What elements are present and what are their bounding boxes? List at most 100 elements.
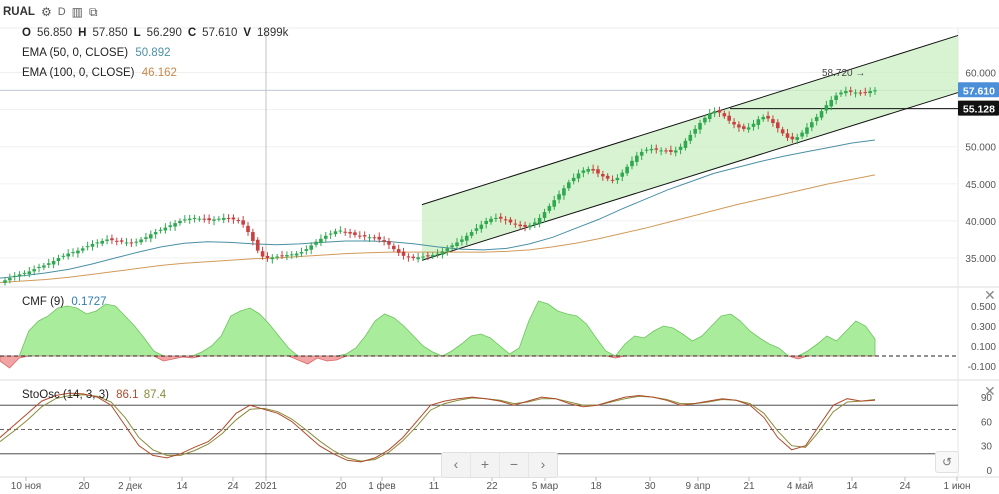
candle[interactable] <box>445 248 450 252</box>
candle[interactable] <box>810 122 814 128</box>
candle[interactable] <box>639 151 644 156</box>
candle[interactable] <box>737 124 741 128</box>
candle[interactable] <box>12 275 17 277</box>
candle[interactable] <box>552 200 557 207</box>
candle[interactable] <box>771 119 775 123</box>
interval-label[interactable]: D <box>57 6 66 18</box>
scroll-right-button[interactable]: › <box>540 456 546 472</box>
candle[interactable] <box>217 218 221 220</box>
candle[interactable] <box>51 260 56 265</box>
candle[interactable] <box>382 240 386 242</box>
candle[interactable] <box>100 240 105 244</box>
candle[interactable] <box>873 90 877 92</box>
candle[interactable] <box>576 173 581 179</box>
candle[interactable] <box>532 222 537 225</box>
candle[interactable] <box>683 140 688 148</box>
cmf-negative-area[interactable] <box>0 355 875 369</box>
candle[interactable] <box>343 231 348 233</box>
candle[interactable] <box>853 92 858 94</box>
candle[interactable] <box>202 218 207 220</box>
candle[interactable] <box>66 253 70 257</box>
candle[interactable] <box>192 217 197 219</box>
candle[interactable] <box>542 212 547 218</box>
candle[interactable] <box>513 223 518 225</box>
candle[interactable] <box>498 216 503 219</box>
candle[interactable] <box>80 248 85 251</box>
candle[interactable] <box>377 236 382 240</box>
symbol-name[interactable]: RUAL <box>3 6 35 18</box>
candle[interactable] <box>688 134 693 141</box>
candle[interactable] <box>212 219 216 221</box>
zoom-out-button[interactable]: − <box>500 453 529 477</box>
candle[interactable] <box>42 265 46 268</box>
candle[interactable] <box>221 217 226 220</box>
candle[interactable] <box>37 266 41 268</box>
candle[interactable] <box>319 238 323 243</box>
candle[interactable] <box>173 223 177 227</box>
candle[interactable] <box>669 149 673 152</box>
candle[interactable] <box>844 91 848 94</box>
candle[interactable] <box>430 255 435 257</box>
candle[interactable] <box>596 169 600 174</box>
candle[interactable] <box>775 122 780 129</box>
candle[interactable] <box>824 105 829 111</box>
cmf-positive-area[interactable] <box>0 300 876 357</box>
candle[interactable] <box>717 109 722 113</box>
candle[interactable] <box>673 150 678 153</box>
candle[interactable] <box>71 252 75 254</box>
candle[interactable] <box>469 232 474 236</box>
candle[interactable] <box>761 117 766 120</box>
candle[interactable] <box>265 255 270 259</box>
channel-lower-line[interactable] <box>421 92 959 261</box>
candle[interactable] <box>630 160 634 167</box>
candle[interactable] <box>698 122 702 130</box>
candle[interactable] <box>508 219 513 223</box>
candle[interactable] <box>8 278 12 281</box>
candle[interactable] <box>226 217 231 219</box>
candle[interactable] <box>707 113 712 119</box>
candle[interactable] <box>129 242 134 244</box>
candle[interactable] <box>586 168 591 172</box>
candle[interactable] <box>270 257 275 260</box>
ema100-legend[interactable]: EMA (100, 0, CLOSE) 46.162 <box>22 67 177 79</box>
candle[interactable] <box>275 256 279 258</box>
candle[interactable] <box>591 168 595 171</box>
candle[interactable] <box>289 254 294 256</box>
candle[interactable] <box>314 241 318 245</box>
candle[interactable] <box>149 234 153 239</box>
stoch-legend[interactable]: StoOsc (14, 3, 3) 86.1 87.4 <box>22 389 166 401</box>
candle[interactable] <box>659 150 663 152</box>
candle[interactable] <box>353 232 357 236</box>
candle[interactable] <box>649 148 654 151</box>
candle[interactable] <box>119 240 124 242</box>
candle[interactable] <box>76 250 80 254</box>
candle[interactable] <box>17 274 22 277</box>
candle[interactable] <box>620 172 625 177</box>
candle[interactable] <box>114 240 119 242</box>
candle[interactable] <box>460 239 464 242</box>
candle[interactable] <box>406 256 411 258</box>
ema50-line[interactable] <box>0 139 876 279</box>
candle[interactable] <box>766 115 770 119</box>
candle[interactable] <box>338 230 343 232</box>
channel-upper-line[interactable] <box>421 34 959 206</box>
candle[interactable] <box>790 136 795 140</box>
candle[interactable] <box>323 235 328 239</box>
candle[interactable] <box>333 231 338 235</box>
candle[interactable] <box>139 239 143 243</box>
candle[interactable] <box>358 235 362 237</box>
stoch-d-line[interactable] <box>0 394 876 462</box>
stoch-k-line[interactable] <box>0 392 876 463</box>
candle[interactable] <box>411 256 416 259</box>
ema50-legend[interactable]: EMA (50, 0, CLOSE) 50.892 <box>22 47 171 59</box>
candle[interactable] <box>494 217 498 219</box>
candle[interactable] <box>571 177 576 182</box>
candle[interactable] <box>178 220 182 224</box>
candle[interactable] <box>207 218 211 221</box>
candle[interactable] <box>562 188 566 196</box>
candle[interactable] <box>299 252 304 254</box>
compare-icon[interactable]: ⧉ <box>89 5 98 19</box>
candle[interactable] <box>396 249 401 253</box>
candle[interactable] <box>348 232 352 234</box>
